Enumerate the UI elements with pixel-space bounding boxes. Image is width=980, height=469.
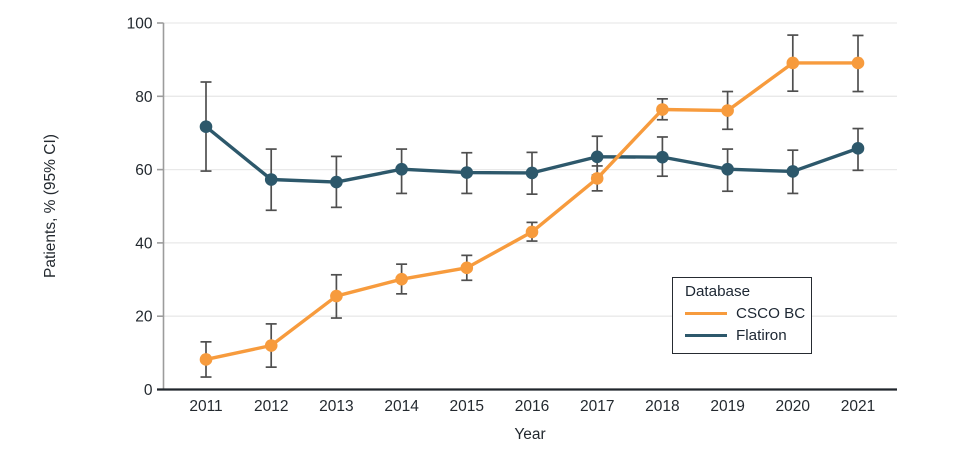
x-tick-label: 2013: [319, 398, 353, 415]
data-point-csco-bc: [395, 272, 408, 286]
x-tick-label: 2016: [515, 398, 549, 415]
data-point-flatiron: [460, 166, 474, 179]
data-point-flatiron: [656, 150, 669, 164]
x-axis-title: Year: [514, 426, 546, 443]
x-tick-label: 2011: [189, 398, 222, 415]
data-point-flatiron: [721, 162, 734, 176]
data-point-csco-bc: [264, 339, 278, 352]
data-point-csco-bc: [721, 104, 734, 117]
data-point-flatiron: [330, 175, 343, 189]
y-tick-label: 40: [135, 235, 153, 252]
y-axis-title: Patients, % (95% CI): [42, 134, 59, 278]
data-point-csco-bc: [199, 353, 213, 366]
legend-label-flatiron: Flatiron: [736, 327, 787, 344]
data-point-flatiron: [786, 165, 800, 178]
data-point-csco-bc: [851, 56, 865, 70]
data-point-flatiron: [395, 162, 408, 176]
data-point-flatiron: [199, 120, 213, 134]
x-tick-label: 2012: [254, 398, 288, 415]
x-tick-label: 2014: [384, 398, 419, 415]
legend-item-csco-bc: CSCO BC: [685, 305, 811, 322]
data-point-csco-bc: [460, 261, 474, 275]
legend-title: Database: [685, 283, 751, 300]
data-point-csco-bc: [590, 172, 604, 185]
data-point-csco-bc: [330, 289, 343, 303]
flatiron-line-swatch: [685, 333, 727, 338]
x-tick-label: 2015: [450, 398, 484, 415]
data-point-flatiron: [525, 166, 539, 180]
csco-bc-line-swatch: [685, 311, 727, 316]
legend-item-flatiron: Flatiron: [685, 327, 811, 344]
data-point-csco-bc: [525, 225, 539, 239]
legend: Database CSCO BC Flatiron: [672, 277, 812, 354]
data-point-csco-bc: [656, 103, 669, 116]
y-tick-label: 0: [144, 382, 153, 399]
legend-label-csco-bc: CSCO BC: [736, 305, 806, 322]
data-point-flatiron: [590, 150, 604, 164]
x-tick-label: 2021: [841, 398, 875, 415]
data-point-csco-bc: [786, 56, 800, 70]
x-tick-label: 2019: [710, 398, 744, 415]
x-tick-label: 2018: [645, 398, 679, 415]
y-tick-label: 60: [135, 162, 153, 179]
data-point-flatiron: [264, 173, 278, 186]
y-tick-label: 20: [135, 309, 153, 326]
data-point-flatiron: [851, 142, 865, 155]
y-tick-label: 100: [127, 16, 153, 33]
y-tick-label: 80: [135, 89, 153, 106]
x-tick-label: 2017: [580, 398, 614, 415]
x-tick-label: 2020: [776, 398, 811, 415]
